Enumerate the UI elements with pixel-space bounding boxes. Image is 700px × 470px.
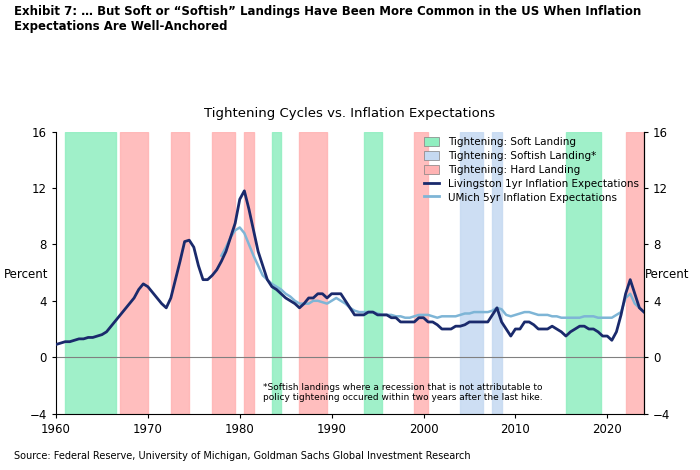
Bar	[566, 132, 601, 414]
Legend: Tightening: Soft Landing, Tightening: Softish Landing*, Tightening: Hard Landing: Tightening: Soft Landing, Tightening: So…	[424, 137, 639, 203]
Text: Exhibit 7: … But Soft or “Softish” Landings Have Been More Common in the US When: Exhibit 7: … But Soft or “Softish” Landi…	[14, 5, 641, 33]
Bar	[65, 132, 116, 414]
Bar	[626, 132, 649, 414]
Text: Percent: Percent	[645, 268, 690, 282]
Text: Percent: Percent	[4, 268, 48, 282]
Bar	[364, 132, 382, 414]
Bar	[120, 132, 148, 414]
Bar	[272, 132, 281, 414]
Bar	[414, 132, 428, 414]
Text: Source: Federal Reserve, University of Michigan, Goldman Sachs Global Investment: Source: Federal Reserve, University of M…	[14, 451, 470, 461]
Bar	[212, 132, 235, 414]
Text: Tightening Cycles vs. Inflation Expectations: Tightening Cycles vs. Inflation Expectat…	[204, 107, 496, 120]
Bar	[300, 132, 327, 414]
Bar	[461, 132, 483, 414]
Bar	[492, 132, 502, 414]
Text: *Softish landings where a recession that is not attributable to
policy tightenin: *Softish landings where a recession that…	[262, 383, 542, 402]
Bar	[244, 132, 253, 414]
Bar	[171, 132, 189, 414]
